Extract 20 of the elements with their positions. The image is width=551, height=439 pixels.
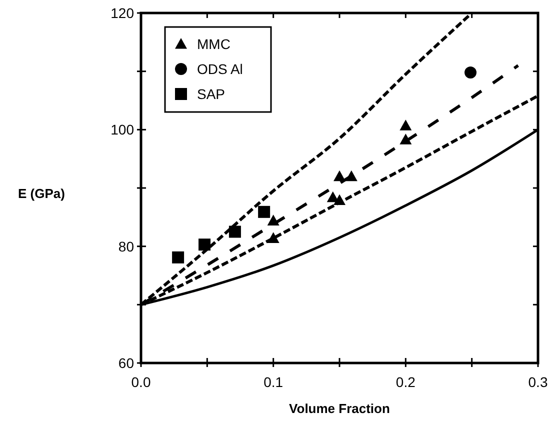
legend-label: ODS Al	[197, 61, 243, 77]
x-tick-label: 0.2	[396, 374, 416, 390]
x-axis-title: Volume Fraction	[289, 401, 390, 416]
y-tick-label: 80	[118, 238, 134, 254]
legend-label: SAP	[197, 86, 226, 102]
point	[198, 238, 211, 251]
x-tick-label: 0.1	[264, 374, 284, 390]
point	[258, 206, 270, 218]
point	[464, 66, 477, 78]
x-tick-label: 0.0	[131, 374, 151, 390]
y-tick-label: 100	[110, 122, 134, 138]
point	[400, 120, 412, 130]
y-tick-label: 120	[110, 5, 134, 21]
y-tick-label: 60	[118, 355, 134, 371]
y-axis-title: E (GPa)	[18, 186, 65, 201]
point	[228, 226, 241, 238]
point	[400, 134, 412, 144]
x-tick-label: 0.3	[528, 374, 548, 390]
point	[172, 251, 184, 264]
legend-label: MMC	[197, 36, 230, 52]
